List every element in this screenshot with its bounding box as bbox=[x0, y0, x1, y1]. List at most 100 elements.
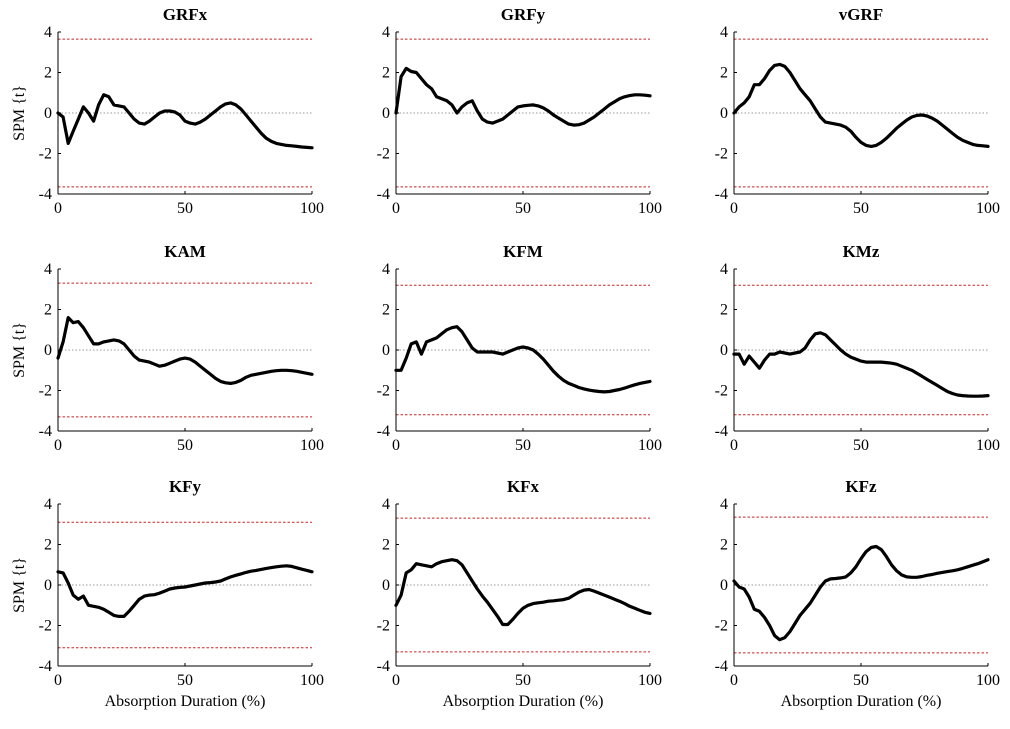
y-tick-label: -2 bbox=[715, 383, 728, 400]
y-tick-label: 0 bbox=[44, 342, 52, 359]
x-tick-label: 50 bbox=[853, 672, 869, 689]
y-tick-label: 2 bbox=[720, 302, 728, 319]
x-axis-label: Absorption Duration (%) bbox=[443, 693, 604, 710]
y-tick-label: 4 bbox=[720, 24, 728, 41]
x-tick-label: 0 bbox=[392, 672, 400, 689]
panel-title: vGRF bbox=[839, 5, 883, 24]
x-tick-label: 0 bbox=[392, 437, 400, 454]
spm-trajectory-line bbox=[56, 564, 314, 618]
x-tick-label: 50 bbox=[515, 437, 531, 454]
y-tick-label: -2 bbox=[39, 618, 52, 635]
x-tick-label: 0 bbox=[730, 672, 738, 689]
y-tick-label: 4 bbox=[382, 261, 390, 278]
x-tick-label: 50 bbox=[177, 437, 193, 454]
y-tick-label: 4 bbox=[44, 24, 52, 41]
x-tick-label: 0 bbox=[54, 437, 62, 454]
x-tick-label: 100 bbox=[300, 200, 324, 217]
panel-kfy: -4 -2 0 2 4 0 50 100 KFy SPM {t} Absorption Durati… bbox=[11, 477, 324, 710]
panel-title: KMz bbox=[843, 242, 880, 261]
y-tick-label: 0 bbox=[720, 342, 728, 359]
x-tick-label: 100 bbox=[638, 672, 662, 689]
y-tick-label: -4 bbox=[377, 658, 390, 675]
panel-grfy: -4 -2 0 2 4 0 50 100 GRFy bbox=[377, 5, 662, 217]
x-tick-label: 100 bbox=[300, 437, 324, 454]
panel-title: KFM bbox=[503, 242, 543, 261]
spm-trajectory-line bbox=[732, 544, 990, 642]
y-tick-label: -2 bbox=[715, 618, 728, 635]
y-tick-label: 4 bbox=[44, 496, 52, 513]
x-axis-label: Absorption Duration (%) bbox=[781, 693, 942, 710]
x-tick-label: 100 bbox=[638, 437, 662, 454]
panel-title: KFx bbox=[507, 477, 540, 496]
y-tick-label: 0 bbox=[720, 105, 728, 122]
spm-trajectory-line bbox=[56, 93, 314, 150]
y-tick-label: 0 bbox=[44, 577, 52, 594]
panel-kmz: -4 -2 0 2 4 0 50 100 KMz bbox=[715, 242, 1000, 454]
y-tick-label: 2 bbox=[382, 302, 390, 319]
y-tick-label: 4 bbox=[720, 261, 728, 278]
y-tick-label: -4 bbox=[39, 423, 52, 440]
y-tick-label: 4 bbox=[720, 496, 728, 513]
panel-title: GRFy bbox=[501, 5, 546, 24]
y-tick-label: 4 bbox=[44, 261, 52, 278]
y-tick-label: 4 bbox=[382, 496, 390, 513]
y-tick-label: 2 bbox=[44, 537, 52, 554]
y-tick-label: 2 bbox=[382, 537, 390, 554]
y-tick-label: 2 bbox=[44, 302, 52, 319]
y-tick-label: -4 bbox=[39, 186, 52, 203]
y-tick-label: -2 bbox=[39, 383, 52, 400]
y-tick-label: 0 bbox=[720, 577, 728, 594]
x-tick-label: 100 bbox=[300, 672, 324, 689]
panel-kam: -4 -2 0 2 4 0 50 100 KAM SPM {t} bbox=[11, 242, 324, 454]
spm-trajectory-line bbox=[394, 66, 652, 127]
x-tick-label: 0 bbox=[54, 672, 62, 689]
y-tick-label: 2 bbox=[382, 65, 390, 82]
spm-trajectory-line bbox=[732, 62, 990, 148]
panel-kfz: -4 -2 0 2 4 0 50 100 KFz Absorption Duration (%) bbox=[715, 477, 1000, 710]
y-tick-label: 2 bbox=[720, 65, 728, 82]
x-tick-label: 0 bbox=[54, 200, 62, 217]
y-tick-label: 2 bbox=[720, 537, 728, 554]
panel-grfx: -4 -2 0 2 4 0 50 100 GRFx SPM {t} bbox=[11, 5, 324, 217]
y-tick-label: -2 bbox=[377, 383, 390, 400]
x-tick-label: 50 bbox=[853, 200, 869, 217]
x-tick-label: 0 bbox=[730, 437, 738, 454]
y-tick-label: -2 bbox=[39, 146, 52, 163]
y-tick-label: -4 bbox=[715, 423, 728, 440]
panel-kfx: -4 -2 0 2 4 0 50 100 KFx Absorption Duration (%) bbox=[377, 477, 662, 710]
panel-title: KAM bbox=[164, 242, 206, 261]
panel-title: KFz bbox=[845, 477, 877, 496]
x-tick-label: 100 bbox=[638, 200, 662, 217]
x-tick-label: 100 bbox=[976, 437, 1000, 454]
y-axis-label: SPM {t} bbox=[11, 85, 28, 141]
x-tick-label: 50 bbox=[853, 437, 869, 454]
y-tick-label: 0 bbox=[382, 105, 390, 122]
y-tick-label: 2 bbox=[44, 65, 52, 82]
spm-trajectory-line bbox=[56, 316, 314, 385]
y-tick-label: -2 bbox=[715, 146, 728, 163]
x-tick-label: 50 bbox=[515, 200, 531, 217]
x-tick-label: 50 bbox=[177, 672, 193, 689]
x-axis-label: Absorption Duration (%) bbox=[105, 693, 266, 710]
y-tick-label: -4 bbox=[39, 658, 52, 675]
x-tick-label: 100 bbox=[976, 200, 1000, 217]
spm-trajectory-line bbox=[732, 331, 990, 398]
x-tick-label: 0 bbox=[392, 200, 400, 217]
y-tick-label: 0 bbox=[44, 105, 52, 122]
panel-title: KFy bbox=[169, 477, 202, 496]
x-tick-label: 0 bbox=[730, 200, 738, 217]
y-tick-label: -2 bbox=[377, 618, 390, 635]
x-tick-label: 100 bbox=[976, 672, 1000, 689]
y-axis-label: SPM {t} bbox=[11, 557, 28, 613]
spm-trajectory-line bbox=[394, 558, 652, 627]
y-tick-label: -4 bbox=[377, 186, 390, 203]
panel-vgrf: -4 -2 0 2 4 0 50 100 vGRF bbox=[715, 5, 1000, 217]
y-tick-label: -4 bbox=[715, 658, 728, 675]
y-axis-label: SPM {t} bbox=[11, 322, 28, 378]
x-tick-label: 50 bbox=[177, 200, 193, 217]
y-tick-label: 0 bbox=[382, 342, 390, 359]
spm-trajectory-line bbox=[394, 325, 652, 394]
x-tick-label: 50 bbox=[515, 672, 531, 689]
y-tick-label: -4 bbox=[377, 423, 390, 440]
